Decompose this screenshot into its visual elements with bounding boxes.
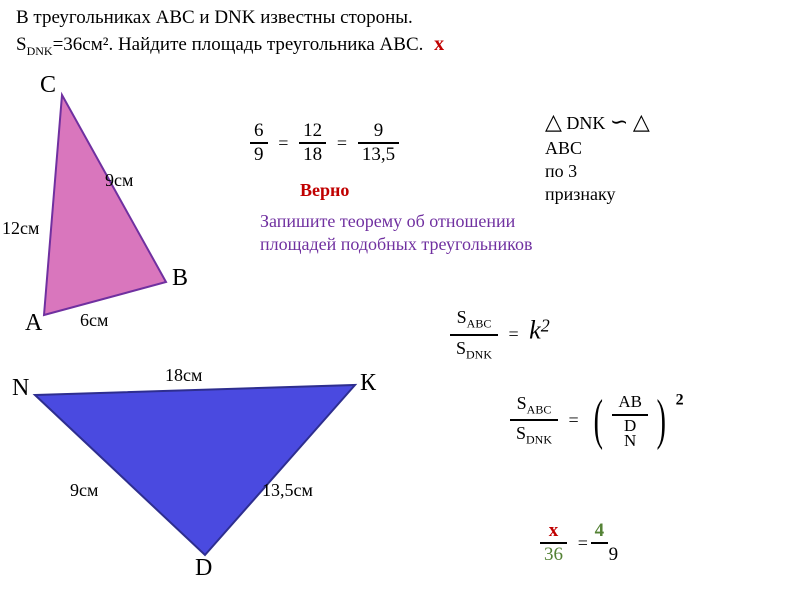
label-ab: 6см (80, 310, 108, 331)
f1-bot-s: S (456, 338, 466, 358)
theorem-l1: Запишите теорему об отношении (260, 210, 533, 233)
f1-bot-sub: DNK (466, 347, 492, 361)
f2-frac: SABC SDNK (510, 391, 558, 450)
ans-eq: = (578, 533, 588, 553)
ratio1-top: 6 (250, 120, 268, 144)
f2-ab: AB (612, 390, 648, 416)
f2-top-s: S (517, 393, 527, 413)
f2-top-sub: ABC (527, 402, 552, 416)
ratio1-bot: 9 (250, 144, 268, 166)
f2-bot: SDNK (510, 421, 558, 450)
ratio-1: 6 9 (250, 120, 268, 166)
f2-exp: 2 (676, 391, 684, 408)
ratio2-top: 12 (299, 120, 326, 144)
tri-icon-2: △ (633, 109, 650, 134)
sim-line1: △ DNK ∽ △ (545, 108, 650, 137)
vertex-d: D (195, 555, 212, 582)
label-kd: 13,5см (262, 480, 313, 501)
triangle-abc (44, 95, 166, 315)
triangle-dnk (35, 385, 355, 555)
paren-left-icon: ( (594, 400, 603, 440)
ans-9: 9 (605, 544, 623, 566)
ans-left-frac: x 36 (540, 520, 567, 566)
figure-canvas (0, 0, 800, 600)
f1-k: k (529, 316, 541, 345)
vertex-c: C (40, 72, 56, 99)
eq-2: = (337, 133, 347, 153)
label-ac: 12см (2, 218, 39, 239)
f1-eq: = (509, 324, 519, 344)
vertex-b: B (172, 265, 188, 292)
f2-top: SABC (510, 391, 558, 422)
f1-frac: SABC SDNK (450, 305, 498, 364)
f2-bot-s: S (516, 423, 526, 443)
f2-dn-box: D N (612, 416, 648, 451)
vertex-a: A (25, 310, 42, 337)
ratio2-bot: 18 (299, 144, 326, 166)
label-cb: 9см (105, 170, 133, 191)
sim-by: по 3 (545, 160, 650, 183)
ratio-2: 12 18 (299, 120, 326, 166)
f2-inner-frac: AB D N (612, 390, 648, 451)
theorem-prompt: Запишите теорему об отношении площадей п… (260, 210, 533, 257)
f1-two: 2 (541, 316, 550, 336)
f1-top-s: S (457, 307, 467, 327)
sim-crit: признаку (545, 183, 650, 206)
vertex-k: К (360, 370, 376, 397)
label-nk: 18см (165, 365, 202, 386)
similarity-statement: △ DNK ∽ △ ABC по 3 признаку (545, 108, 650, 207)
ans-36: 36 (540, 544, 567, 566)
tri-icon-1: △ (545, 109, 562, 134)
formula-k2: SABC SDNK = k2 (450, 305, 550, 364)
verdict: Верно (300, 180, 349, 201)
paren-right-icon: ) (657, 400, 666, 440)
formula-ratio-sq: SABC SDNK = ( AB D N ) 2 (510, 390, 684, 451)
sim-abc: ABC (545, 137, 650, 160)
similar-icon: ∽ (610, 109, 628, 134)
ratio3-bot: 13,5 (358, 144, 399, 166)
label-nd: 9см (70, 480, 98, 501)
f1-bot: SDNK (450, 336, 498, 365)
f1-top-sub: ABC (467, 317, 492, 331)
ans-x: x (540, 520, 567, 544)
answer-equation: x 36 = 4 9 (540, 520, 616, 566)
theorem-l2: площадей подобных треугольников (260, 233, 533, 256)
f2-n: N (624, 431, 636, 450)
ans-right-frac: 4 9 (599, 520, 617, 566)
ratio-equation: 6 9 = 12 18 = 9 13,5 (250, 120, 399, 166)
ratio3-top: 9 (358, 120, 399, 144)
ratio-3: 9 13,5 (358, 120, 399, 166)
f2-bot-sub: DNK (526, 433, 552, 447)
sim-dnk: DNK (566, 113, 605, 133)
eq-1: = (278, 133, 288, 153)
ans-4: 4 (591, 520, 609, 544)
vertex-n: N (12, 375, 29, 402)
f1-top: SABC (450, 305, 498, 336)
f2-eq: = (569, 410, 579, 430)
